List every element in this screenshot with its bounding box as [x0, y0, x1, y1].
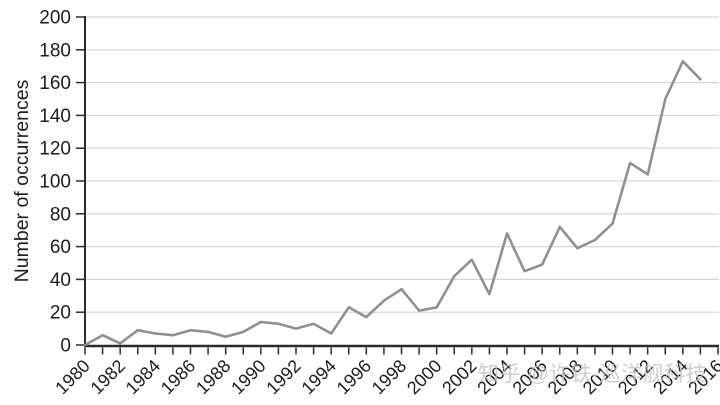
x-tick-label: 1986: [157, 356, 199, 398]
y-tick-label: 80: [50, 204, 71, 225]
x-tick-label: 2014: [649, 356, 691, 398]
x-tick-label: 1980: [51, 356, 93, 398]
x-tick-label: 2008: [544, 356, 586, 398]
y-tick-label: 0: [60, 336, 71, 357]
y-tick-label: 60: [50, 237, 71, 258]
x-ticks: [84, 347, 719, 355]
x-tick-label: 1992: [262, 356, 304, 398]
x-tick-label: 1998: [368, 356, 410, 398]
y-tick-label: 120: [39, 139, 71, 160]
y-tick-label: 200: [39, 8, 71, 29]
x-tick-label: 1990: [227, 356, 269, 398]
x-tick-label: 2004: [473, 356, 515, 398]
x-tick-label: 2000: [403, 356, 445, 398]
x-tick-label: 2012: [614, 356, 656, 398]
x-tick-label: 2016: [684, 356, 720, 398]
y-tick-label: 140: [39, 106, 71, 127]
x-tick-label: 1982: [87, 356, 129, 398]
y-axis-title: Number of occurrences: [11, 79, 33, 282]
x-tick-label: 2010: [579, 356, 621, 398]
y-tick-labels: 0 20 40 60 80 100 120 140 160 180 200: [39, 8, 71, 357]
x-tick-label: 2002: [438, 356, 480, 398]
gridlines: [85, 16, 719, 313]
x-tick-label: 1994: [298, 356, 340, 398]
y-tick-label: 40: [50, 270, 71, 291]
x-tick-label: 1984: [122, 356, 164, 398]
data-line: [83, 59, 702, 347]
x-tick-label: 1988: [192, 356, 234, 398]
x-tick-label: 1996: [333, 356, 375, 398]
y-tick-label: 100: [39, 172, 71, 193]
y-ticks: [76, 16, 84, 346]
x-tick-labels: 1980198219841986198819901992199419961998…: [51, 356, 720, 398]
x-tick-label: 2006: [509, 356, 551, 398]
y-tick-label: 20: [50, 303, 71, 324]
y-tick-label: 160: [39, 73, 71, 94]
y-tick-label: 180: [39, 40, 71, 61]
axes: [84, 16, 719, 348]
